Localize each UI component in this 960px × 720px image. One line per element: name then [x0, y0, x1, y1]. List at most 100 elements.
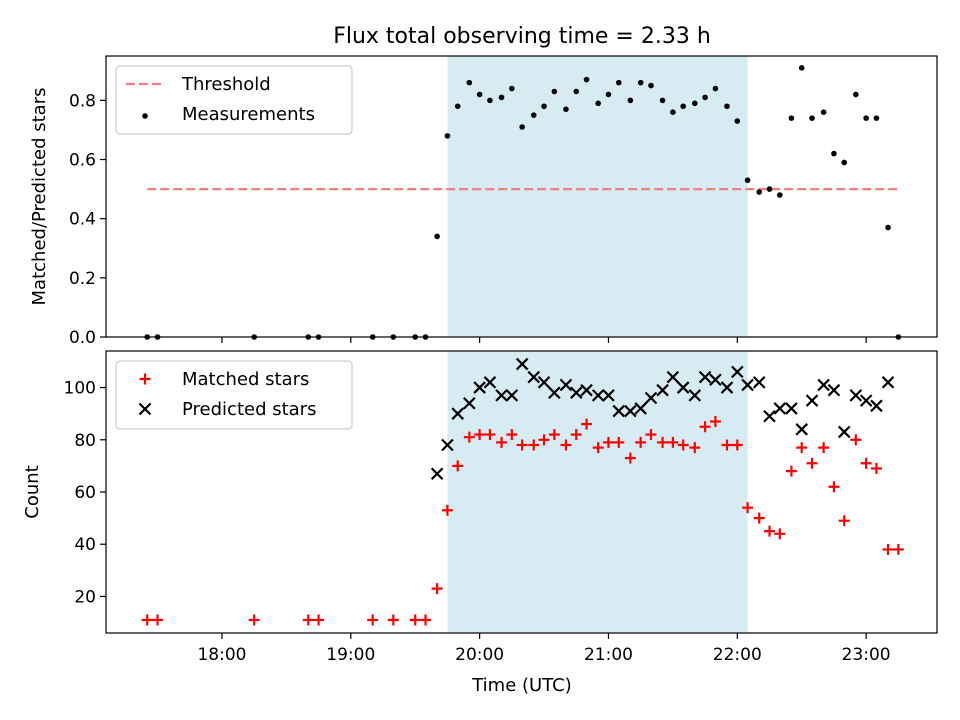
y-tick-label: 60: [74, 483, 96, 503]
data-point: [583, 76, 590, 83]
data-point: [548, 429, 560, 441]
data-point: [560, 439, 572, 451]
y-tick-label: 0.6: [69, 151, 96, 171]
data-point: [591, 389, 605, 402]
data-point: [559, 378, 573, 392]
y-tick-label: 0.0: [69, 328, 96, 348]
data-point: [441, 504, 453, 516]
x-axis-label: Time (UTC): [471, 675, 572, 696]
data-point: [805, 394, 819, 407]
y-tick-label: 80: [74, 431, 96, 451]
data-point: [798, 65, 805, 71]
data-point: [817, 378, 830, 392]
data-point: [785, 402, 798, 415]
y-tick-label: 0.8: [69, 91, 96, 111]
data-point: [569, 386, 583, 400]
data-point: [551, 88, 558, 95]
data-point: [530, 112, 537, 118]
y-axis-label: Count: [22, 465, 43, 518]
data-point: [592, 442, 604, 454]
axes-frame: [105, 55, 938, 338]
x-tick-label: 18:00: [197, 645, 246, 665]
data-point: [838, 515, 850, 527]
data-point: [434, 233, 440, 240]
data-point: [509, 85, 515, 92]
legend-label: Predicted stars: [182, 399, 316, 420]
data-point: [612, 404, 626, 418]
data-point: [827, 383, 841, 397]
data-point: [785, 465, 797, 477]
data-point: [699, 421, 711, 433]
data-point: [463, 396, 476, 410]
data-point: [777, 192, 783, 198]
data-point: [302, 614, 314, 626]
data-point: [624, 452, 636, 464]
data-point: [863, 115, 869, 121]
data-point: [680, 103, 686, 110]
data-point: [141, 614, 153, 626]
data-point: [495, 389, 508, 402]
legend-entry: Measurements: [142, 104, 315, 125]
data-point: [764, 525, 776, 537]
legend: Threshold Measurements: [115, 65, 353, 135]
data-point: [752, 376, 766, 389]
legend-label: Matched stars: [182, 369, 309, 390]
data-point: [744, 177, 751, 184]
data-point: [667, 436, 679, 448]
data-point: [734, 118, 741, 124]
data-point: [677, 439, 689, 451]
data-point: [796, 442, 808, 454]
data-point: [712, 85, 719, 92]
data-point: [528, 439, 540, 451]
data-point: [570, 429, 582, 441]
data-point: [691, 100, 698, 107]
data-point: [313, 614, 325, 626]
legend: Matched stars Predicted stars: [115, 360, 353, 430]
data-point: [698, 370, 712, 384]
bottom-panel-counts: 20 40 60 80 100 18:00 19:00 20:00 21:00 22:00 23:0…: [22, 350, 938, 665]
data-point: [676, 381, 690, 394]
data-point: [498, 94, 505, 101]
data-point: [885, 224, 891, 231]
data-point: [613, 436, 625, 448]
y-tick-label: 0.2: [69, 269, 96, 289]
data-point: [873, 115, 880, 121]
data-point: [595, 100, 601, 107]
data-point: [670, 109, 676, 115]
data-point: [853, 91, 859, 98]
legend-box: [115, 65, 353, 135]
data-point: [818, 442, 830, 454]
data-point: [753, 512, 765, 524]
data-point: [809, 115, 815, 121]
data-point: [581, 418, 593, 430]
data-point: [666, 370, 680, 384]
data-point: [430, 467, 444, 481]
data-point: [721, 439, 733, 451]
data-point: [645, 429, 657, 441]
data-point: [637, 79, 644, 86]
data-point: [602, 436, 614, 448]
data-point: [742, 502, 754, 514]
data-point: [473, 381, 486, 394]
data-point: [409, 614, 421, 626]
y-axis-label: Matched/Predicted stars: [29, 88, 50, 306]
data-point: [773, 402, 787, 415]
data-point: [441, 438, 454, 452]
data-point: [496, 436, 508, 448]
data-point: [689, 442, 701, 454]
data-point: [152, 614, 164, 626]
x-tick-label: 21:00: [584, 645, 633, 665]
data-point: [463, 431, 475, 443]
data-point: [505, 389, 519, 402]
data-point: [487, 97, 493, 104]
legend-entry: Threshold: [126, 74, 271, 95]
data-point: [881, 376, 895, 389]
data-point: [602, 389, 615, 402]
top-panel-ratio: 0.0 0.2 0.4 0.6 0.8 Matched/Predicted stars Th…: [29, 55, 938, 348]
y-tick-label: 20: [74, 587, 96, 607]
data-point: [860, 457, 872, 469]
data-point: [431, 583, 443, 595]
data-point: [774, 528, 786, 540]
data-point: [541, 103, 547, 110]
data-point: [367, 614, 379, 626]
